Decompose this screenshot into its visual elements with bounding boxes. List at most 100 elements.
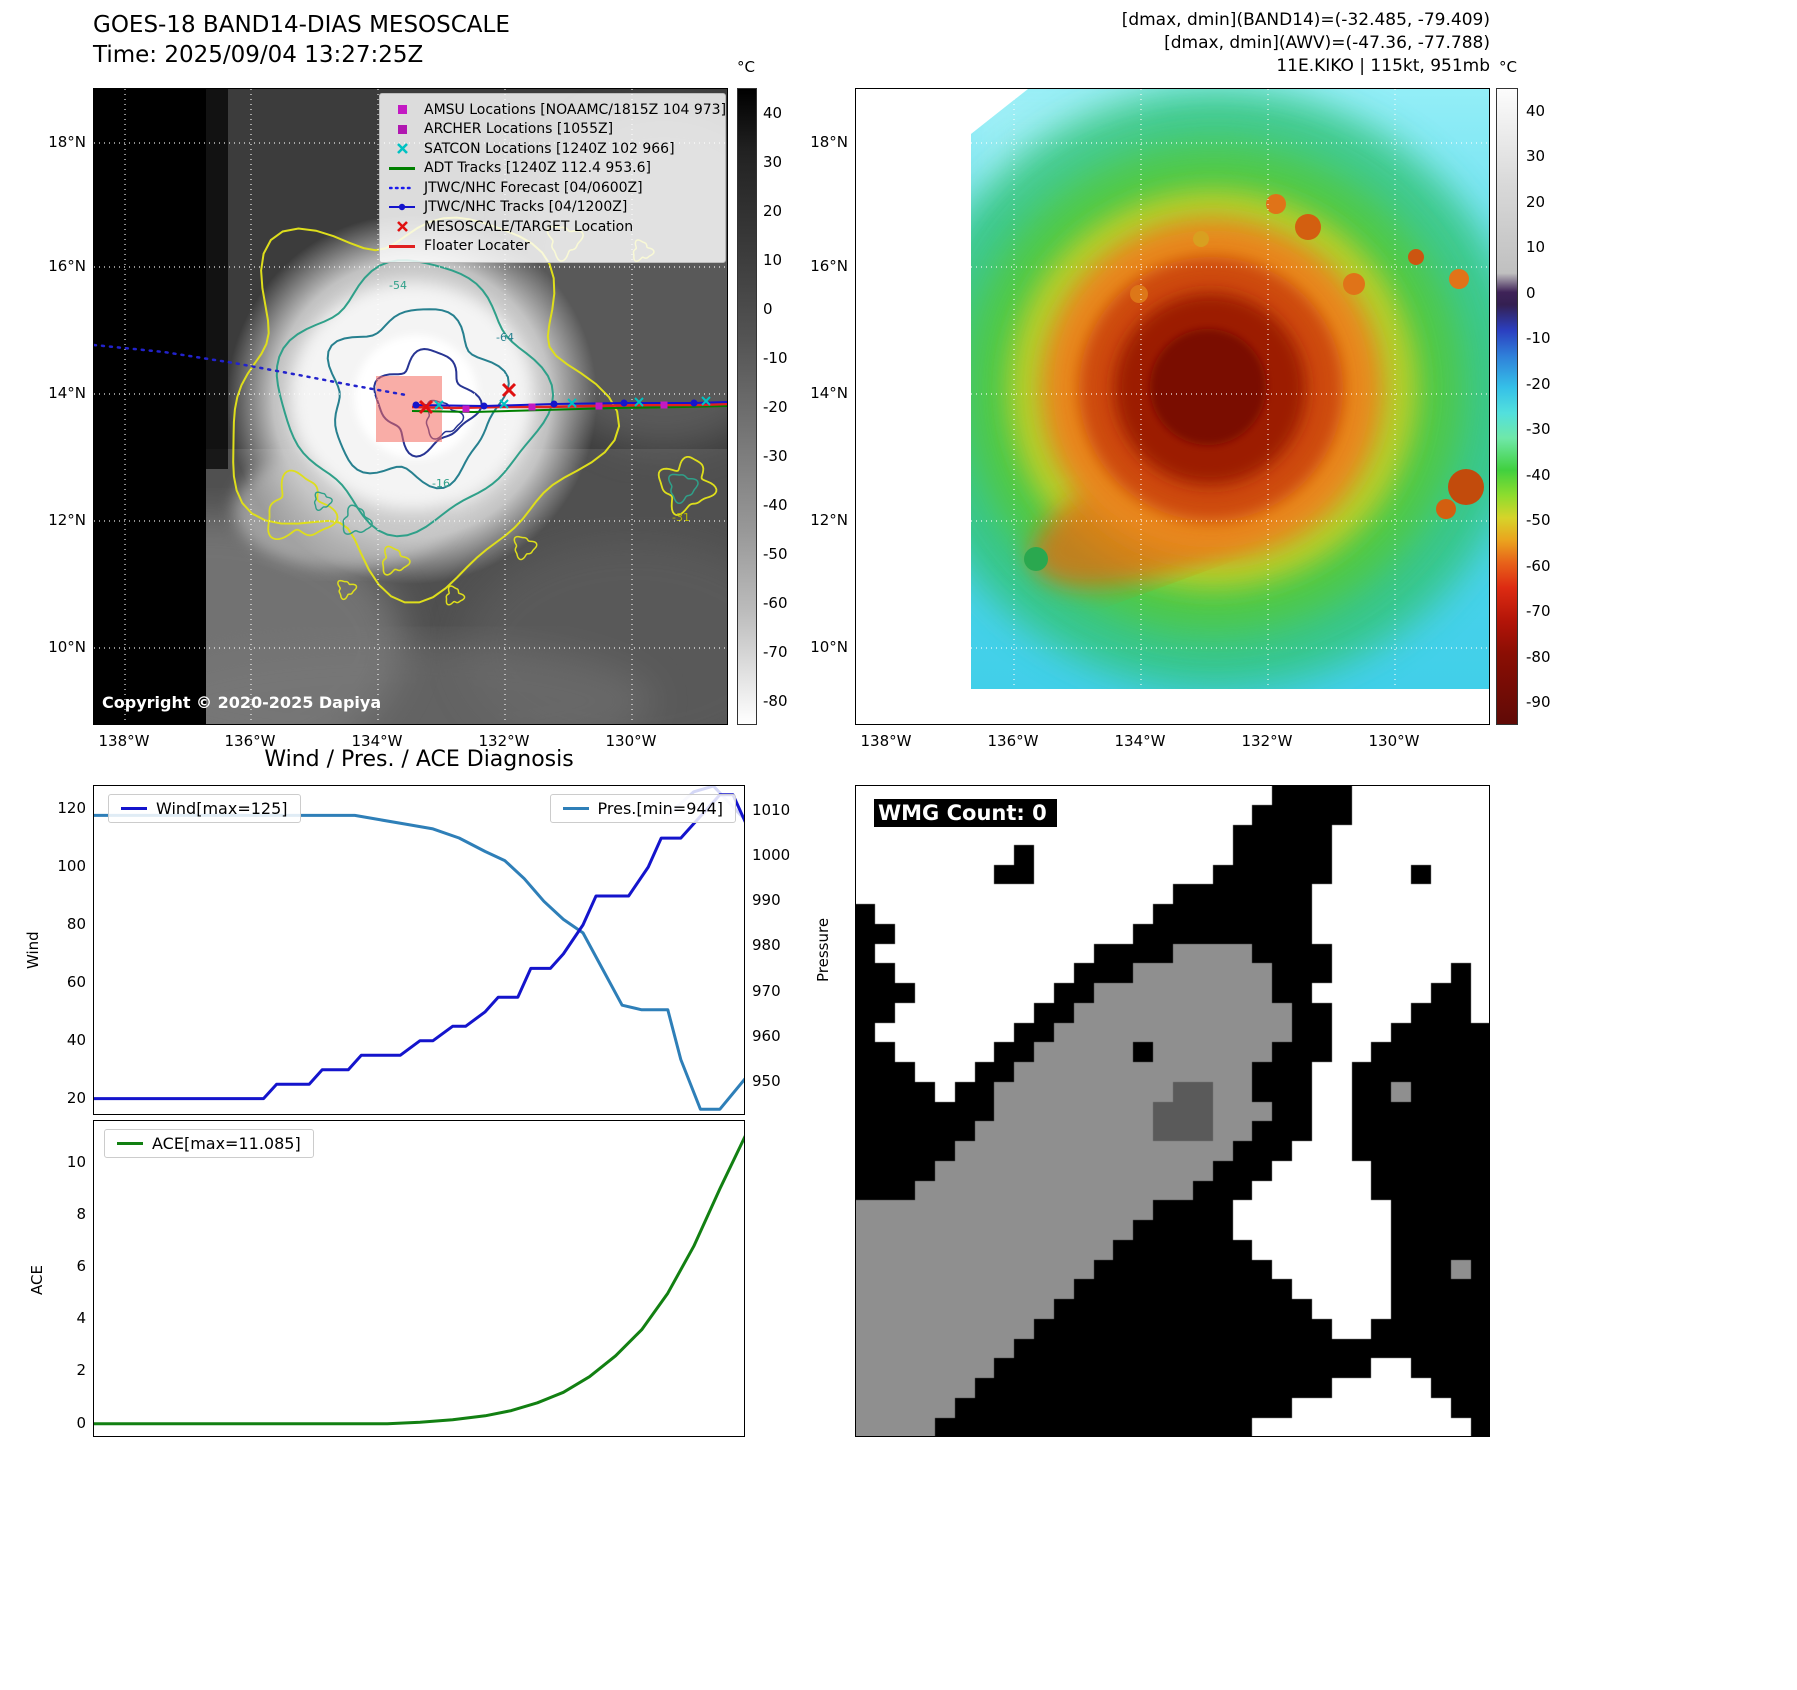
line-marker-icon: [388, 166, 416, 170]
tick-label: 12°N: [810, 511, 848, 529]
pressure-axis-label: Pressure: [814, 917, 832, 982]
tick-label: -90: [1526, 693, 1551, 712]
jtwc-forecast-track: [94, 343, 408, 397]
contour-label: -16: [432, 477, 450, 490]
ace-legend-label: ACE[max=11.085]: [152, 1134, 301, 1153]
tick-label: 132°W: [1241, 732, 1293, 750]
legend-item-label: JTWC/NHC Forecast [04/0600Z]: [424, 179, 643, 196]
tick-label: 120: [57, 799, 86, 818]
diagnosis-title: Wind / Pres. / ACE Diagnosis: [264, 747, 574, 772]
jtwc-track: [415, 401, 727, 408]
tick-label: 136°W: [987, 732, 1039, 750]
tick-label: 1000: [752, 846, 791, 865]
tick-label: -20: [763, 397, 788, 416]
tick-label: 134°W: [1114, 732, 1166, 750]
tick-label: 1010: [752, 800, 791, 819]
colorbar-enhanced-unit: °C: [1499, 58, 1517, 76]
tr-header-band14: [dmax, dmin](BAND14)=(-32.485, -79.409): [1121, 10, 1490, 30]
tick-label: 80: [66, 914, 86, 933]
line-marker-icon: [388, 244, 416, 248]
x-marker-icon: [388, 220, 416, 233]
tick-label: 10: [66, 1152, 86, 1171]
tick-label: 60: [66, 972, 86, 991]
wmg-grid: [856, 786, 1489, 1436]
legend-item-label: ARCHER Locations [1055Z]: [424, 121, 614, 138]
legend-item-label: JTWC/NHC Tracks [04/1200Z]: [424, 199, 628, 216]
wmg-count-label: WMG Count: 0: [874, 799, 1057, 827]
tick-label: -70: [1526, 602, 1551, 621]
ace-legend: ACE[max=11.085]: [104, 1129, 314, 1158]
square-marker-icon: [388, 124, 416, 134]
tick-label: 0: [1526, 283, 1536, 302]
line-dot-marker-icon: [388, 202, 416, 212]
tr-header-storm: 11E.KIKO | 115kt, 951mb: [1276, 56, 1490, 76]
legend-item-label: AMSU Locations [NOAAMC/1815Z 104 973]: [424, 101, 727, 118]
tick-label: 14°N: [810, 384, 848, 402]
wind-pressure-chart: Wind[max=125] Pres.[min=944]: [93, 785, 745, 1115]
legend-item-label: MESOSCALE/TARGET Location: [424, 218, 634, 235]
tick-label: -40: [1526, 465, 1551, 484]
wind-legend-label: Wind[max=125]: [156, 799, 288, 818]
tick-label: 20: [1526, 192, 1546, 211]
legend-item: JTWC/NHC Forecast [04/0600Z]: [388, 178, 717, 198]
tick-label: 950: [752, 1072, 781, 1091]
legend-item: ADT Tracks [1240Z 112.4 953.6]: [388, 159, 717, 179]
copyright: Copyright © 2020-2025 Dapiya: [102, 693, 382, 712]
pressure-legend-line: [562, 806, 589, 811]
map-legend: AMSU Locations [NOAAMC/1815Z 104 973] ARC…: [379, 93, 726, 263]
colorbar-ir: [737, 88, 757, 725]
tick-label: 6: [76, 1257, 86, 1276]
mesoscale-target-box: [376, 376, 442, 442]
square-marker-icon: [388, 105, 416, 115]
wind-legend: Wind[max=125]: [108, 794, 301, 823]
tick-label: 16°N: [810, 257, 848, 275]
storm-tracks: [94, 343, 727, 415]
enhanced-ir-map: [855, 88, 1490, 725]
tick-label: -20: [1526, 374, 1551, 393]
tick-label: 4: [76, 1309, 86, 1328]
tick-label: 132°W: [478, 732, 530, 750]
tick-label: 130°W: [605, 732, 657, 750]
tick-label: 0: [76, 1413, 86, 1432]
wmg-panel: WMG Count: 0: [855, 785, 1490, 1437]
legend-item: ARCHER Locations [1055Z]: [388, 120, 717, 140]
tick-label: -80: [1526, 647, 1551, 666]
tr-header-awv: [dmax, dmin](AWV)=(-47.36, -77.788): [1164, 33, 1490, 53]
latlon-grid: [94, 89, 727, 724]
legend-item-label: ADT Tracks [1240Z 112.4 953.6]: [424, 160, 651, 177]
tick-label: 138°W: [98, 732, 150, 750]
legend-item-label: Floater Locater: [424, 238, 530, 255]
tick-label: 980: [752, 936, 781, 955]
tick-label: 18°N: [810, 133, 848, 151]
tick-label: 130°W: [1368, 732, 1420, 750]
tick-label: 8: [76, 1204, 86, 1223]
tick-label: 40: [1526, 101, 1546, 120]
tick-label: 138°W: [860, 732, 912, 750]
wind-legend-line: [121, 806, 147, 811]
legend-item: AMSU Locations [NOAAMC/1815Z 104 973]: [388, 100, 726, 120]
tick-label: -10: [763, 348, 788, 367]
contour-label: -31: [672, 511, 690, 524]
ace-plot: [94, 1135, 744, 1426]
tick-label: 20: [66, 1088, 86, 1107]
tick-label: 18°N: [48, 133, 86, 151]
tick-label: -50: [763, 544, 788, 563]
tick-label: -80: [763, 691, 788, 710]
colorbar-ir-unit: °C: [737, 58, 755, 76]
tick-label: 0: [763, 299, 773, 318]
tick-label: 20: [763, 201, 783, 220]
ace-axis-label: ACE: [28, 1265, 46, 1295]
ace-chart: ACE[max=11.085]: [93, 1120, 745, 1437]
tick-label: -40: [763, 495, 788, 514]
enhanced-ir-art: [856, 89, 1489, 724]
ace-legend-line: [117, 1141, 143, 1146]
tick-label: -10: [1526, 329, 1551, 348]
tick-label: 10: [1526, 238, 1546, 257]
tick-label: -30: [763, 446, 788, 465]
tick-label: -50: [1526, 511, 1551, 530]
tick-label: 10: [763, 250, 783, 269]
tick-label: 16°N: [48, 257, 86, 275]
tick-label: -60: [1526, 556, 1551, 575]
tick-label: 10°N: [48, 638, 86, 656]
